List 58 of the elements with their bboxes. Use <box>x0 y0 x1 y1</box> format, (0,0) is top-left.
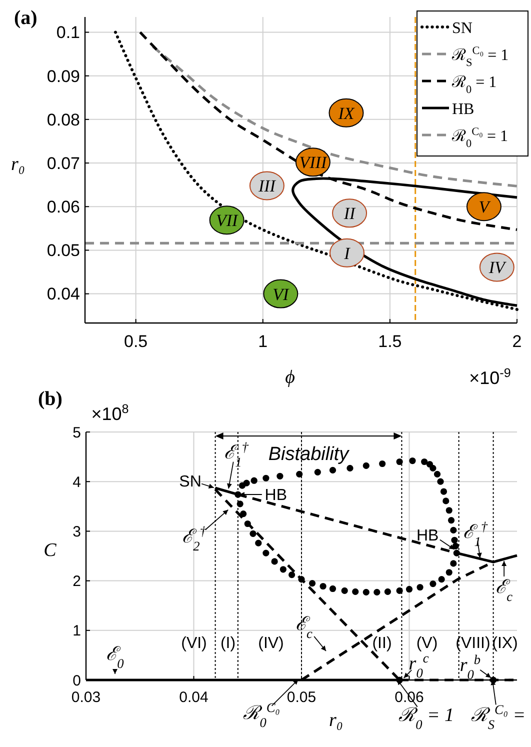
annotation: (II) <box>372 635 392 652</box>
x-tick-label: 0.05 <box>286 689 316 706</box>
annotation: HB <box>264 487 288 504</box>
annotation: (VI) <box>181 635 207 652</box>
annotation: (V) <box>416 635 438 652</box>
annotation: (IV) <box>258 635 284 652</box>
y-tick-label: 0.06 <box>46 198 80 217</box>
y-tick-label: 0.1 <box>56 23 80 42</box>
annotation: SN <box>179 474 202 491</box>
x-tick-label: 1 <box>258 332 268 351</box>
data-label: I <box>343 244 352 263</box>
text: ×10$^{8}$ <box>91 402 129 424</box>
annotation: ℰ$_{c}$ <box>496 577 513 604</box>
x-axis-title: ϕ <box>285 367 296 388</box>
annotation: ℰ$_{c}$ <box>296 614 313 640</box>
x-tick-label: 0.03 <box>71 689 101 706</box>
y-tick-label: 0.05 <box>46 241 80 260</box>
y-tick-label: 0 <box>72 672 81 690</box>
y-tick-label: 0.04 <box>46 284 80 304</box>
legend-label: HB <box>452 101 474 118</box>
annotation: (IX) <box>492 635 518 652</box>
chart-title: (b) <box>38 388 62 410</box>
annotation: ℰ$_{0}$ <box>106 644 124 670</box>
y-tick-label: 5 <box>72 424 81 442</box>
data-label: IV <box>488 258 508 278</box>
text: ×10$^{-9}$ <box>469 366 511 388</box>
annotation: ℛ$_{S}$$^{C₀}$ = <box>470 702 526 732</box>
y-tick-label: 2 <box>72 573 81 590</box>
data-label: II <box>342 204 357 224</box>
y-tick-label: 0.07 <box>46 154 80 173</box>
y-tick-label: 0.09 <box>46 66 80 86</box>
y-tick-label: 1 <box>72 622 81 640</box>
y-tick-label: 3 <box>72 523 81 540</box>
y-axis-title: r₀ <box>11 154 25 175</box>
data-label: VI <box>272 284 290 304</box>
annotation: HB <box>416 528 439 545</box>
annotation: ℛ$_{0}$ = 1 <box>398 705 454 732</box>
x-tick-label: 1.5 <box>378 332 402 351</box>
data-label: V <box>478 198 492 217</box>
x-tick-label: 0.04 <box>179 689 208 706</box>
data-label: IX <box>337 104 355 123</box>
data-label: VII <box>216 211 239 230</box>
data-label: VIII <box>299 153 328 172</box>
annotation: Bistability <box>268 444 350 465</box>
y-tick-label: 0.08 <box>46 110 80 130</box>
x-axis-title: r₀ <box>329 710 343 731</box>
x-tick-label: 0.5 <box>124 332 148 351</box>
chart-title: (a) <box>14 7 38 29</box>
x-tick-label: 2 <box>512 332 522 351</box>
annotation: (I) <box>220 635 236 652</box>
y-tick-label: 4 <box>72 474 81 491</box>
y-axis-title: C <box>44 540 57 561</box>
legend-label: ℛ$_{S}$$^{C₀}$ = 1 <box>451 45 509 69</box>
data-label: III <box>257 176 277 196</box>
legend-label: ℛ$_{0}$$^{C₀}$ = 1 <box>451 126 508 150</box>
legend-label: ℛ$_{0}$ = 1 <box>451 74 497 96</box>
annotation: (VIII) <box>456 635 490 652</box>
legend-label: SN <box>452 20 473 37</box>
